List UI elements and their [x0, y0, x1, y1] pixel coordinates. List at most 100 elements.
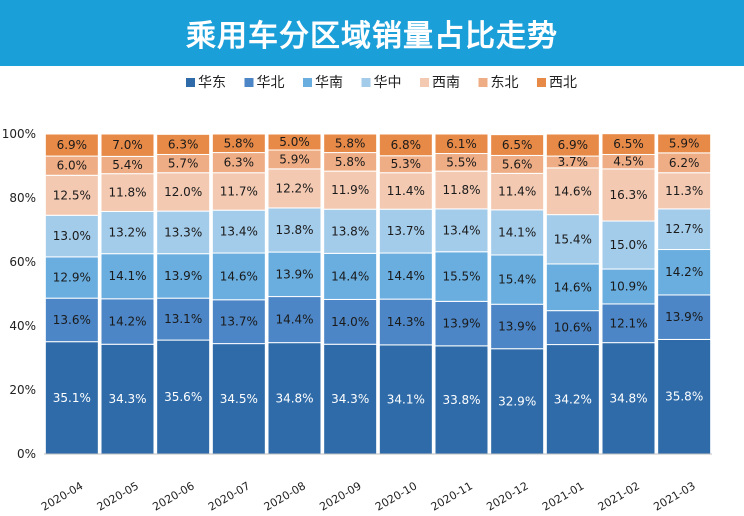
bar-segment — [323, 208, 378, 254]
bar-segment — [211, 133, 266, 154]
data-label: 6.3% — [224, 156, 255, 170]
data-label: 13.8% — [275, 223, 313, 237]
x-tick-label: 2020-10 — [373, 479, 419, 513]
x-tick-label: 2020-12 — [484, 479, 530, 513]
data-label: 6.2% — [669, 156, 700, 170]
legend-label: 西北 — [549, 75, 577, 91]
bar-segment — [545, 167, 600, 216]
data-label: 6.8% — [391, 138, 422, 152]
bar-segment — [378, 172, 433, 210]
bar-segment — [44, 297, 99, 343]
bar-segment — [211, 252, 266, 301]
data-label: 13.4% — [220, 225, 258, 239]
bar-segment — [267, 133, 322, 151]
y-tick-label: 0% — [17, 447, 36, 461]
bar-segment — [378, 208, 433, 254]
bar-segment — [378, 344, 433, 455]
data-label: 34.8% — [275, 391, 313, 405]
data-label: 13.1% — [164, 312, 202, 326]
data-label: 35.8% — [665, 390, 703, 404]
data-label: 12.5% — [53, 188, 91, 202]
bar-segment — [323, 252, 378, 300]
bar-segment — [601, 220, 656, 270]
data-label: 6.9% — [57, 138, 88, 152]
data-label: 13.8% — [331, 224, 369, 238]
data-label: 6.5% — [502, 138, 533, 152]
bar-segment — [545, 310, 600, 346]
bar-segment — [211, 172, 266, 211]
bar-segment — [323, 298, 378, 345]
y-tick-label: 100% — [2, 127, 36, 141]
chart-title: 乘用车分区域销量占比走势 — [186, 19, 558, 54]
data-label: 32.9% — [498, 394, 536, 408]
bar-segment — [378, 133, 433, 157]
data-label: 14.6% — [554, 184, 592, 198]
legend-label: 西南 — [432, 75, 460, 91]
x-tick-label: 2020-05 — [95, 479, 141, 513]
bar-segment — [434, 133, 489, 155]
data-label: 34.5% — [220, 392, 258, 406]
bar-segment — [156, 172, 211, 212]
legend-swatch — [420, 78, 429, 87]
data-label: 5.0% — [279, 135, 310, 149]
bar-segment — [545, 263, 600, 312]
data-label: 11.4% — [387, 184, 425, 198]
bar-segment — [156, 253, 211, 299]
data-label: 34.3% — [331, 392, 369, 406]
x-tick-label: 2021-01 — [540, 479, 586, 513]
legend-swatch — [361, 78, 371, 87]
data-label: 34.1% — [387, 392, 425, 406]
legend-swatch — [186, 78, 195, 87]
data-label: 13.9% — [164, 269, 202, 283]
bar-segment — [545, 214, 600, 265]
x-tick-label: 2021-02 — [596, 479, 642, 513]
legend-label: 华南 — [315, 75, 343, 91]
stacked-bar-chart: 华东 华北 华南 华中 西南 东北 西北 0% 20% 40% 60% 80% 100% 35.1% 1… — [2, 75, 712, 514]
legend-swatch — [537, 78, 546, 87]
data-label: 5.4% — [112, 158, 143, 172]
data-label: 11.8% — [442, 183, 480, 197]
legend-label: 华东 — [198, 75, 226, 91]
data-label: 14.6% — [220, 269, 258, 283]
data-label: 3.7% — [558, 155, 589, 169]
bar-segment — [100, 343, 155, 455]
bar-segment — [657, 249, 712, 296]
data-label: 6.0% — [57, 159, 88, 173]
data-label: 5.7% — [168, 157, 199, 171]
data-label: 6.1% — [446, 137, 477, 151]
bar-segment — [490, 254, 545, 305]
x-tick-label: 2020-09 — [317, 479, 363, 513]
legend-label: 东北 — [491, 75, 519, 91]
data-label: 7.0% — [112, 138, 143, 152]
data-label: 15.0% — [609, 238, 647, 252]
data-label: 12.7% — [665, 222, 703, 236]
data-label: 14.4% — [275, 313, 313, 327]
bar-segment — [267, 207, 322, 253]
bar-segment — [601, 303, 656, 344]
data-label: 10.9% — [609, 279, 647, 293]
bar-segment — [156, 339, 211, 455]
data-label: 11.9% — [331, 183, 369, 197]
data-label: 34.2% — [554, 392, 592, 406]
data-label: 5.8% — [224, 136, 255, 150]
bar-segment — [490, 172, 545, 211]
y-axis: 0% 20% 40% 60% 80% 100% — [2, 127, 36, 461]
data-label: 13.9% — [275, 267, 313, 281]
bar-segment — [44, 341, 99, 455]
bar-segment — [211, 209, 266, 254]
data-label: 34.3% — [108, 392, 146, 406]
bar-segment — [545, 133, 600, 157]
y-tick-label: 40% — [9, 319, 36, 333]
bar-segment — [657, 294, 712, 340]
data-label: 15.5% — [442, 270, 480, 284]
bar-segment — [434, 300, 489, 347]
data-label: 6.5% — [613, 137, 644, 151]
bar-segment — [601, 268, 656, 305]
x-tick-label: 2021-03 — [651, 479, 697, 513]
bar-segment — [211, 343, 266, 455]
data-label: 13.9% — [442, 317, 480, 331]
legend-label: 华中 — [374, 75, 402, 91]
data-label: 13.3% — [164, 225, 202, 239]
data-label: 4.5% — [613, 155, 644, 169]
data-label: 10.6% — [554, 321, 592, 335]
